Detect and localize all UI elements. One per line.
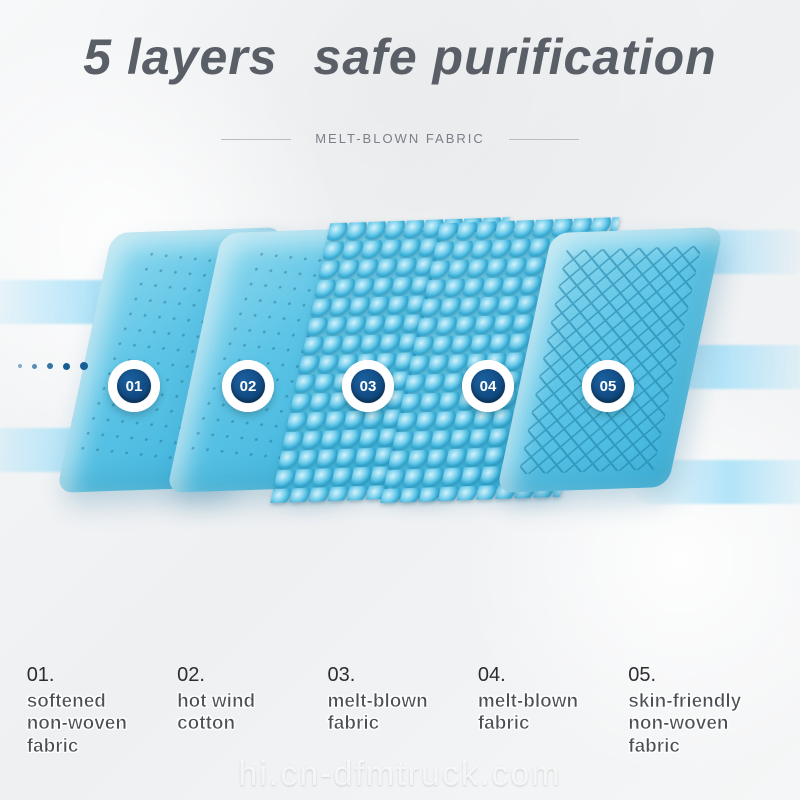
subtitle: MELT-BLOWN FABRIC: [291, 131, 509, 146]
layer-badge-04: 04: [462, 360, 514, 412]
legend-item-03: 03. melt-blownfabric: [327, 664, 472, 758]
layer-badge-number: 03: [351, 369, 385, 403]
layer-diagram: 01 02 03 04 05: [0, 160, 800, 620]
legend-row: 01. softenednon-woven fabric02. hot windco…: [0, 664, 800, 758]
legend-item-01: 01. softenednon-woven fabric: [27, 664, 172, 758]
legend-label: softenednon-woven fabric: [27, 691, 172, 758]
legend-number: 03.: [327, 664, 472, 687]
legend-item-02: 02. hot windcotton: [177, 664, 322, 758]
legend-item-04: 04. melt-blownfabric: [478, 664, 623, 758]
legend-item-05: 05. skin-friendlynon-woven fabric: [628, 664, 773, 758]
layer-badge-05: 05: [582, 360, 634, 412]
layer-badge-01: 01: [108, 360, 160, 412]
layer-badge-number: 02: [231, 369, 265, 403]
title-part-1: 5 layers: [83, 29, 277, 85]
legend-label: melt-blownfabric: [327, 691, 472, 736]
legend-number: 05.: [628, 664, 773, 687]
leader-dots: [18, 362, 88, 370]
title-part-2: safe purification: [314, 29, 717, 85]
layer-badge-03: 03: [342, 360, 394, 412]
layer-badge-number: 01: [117, 369, 151, 403]
layer-badge-number: 04: [471, 369, 505, 403]
legend-label: hot windcotton: [177, 691, 322, 736]
layer-badge-number: 05: [591, 369, 625, 403]
legend-number: 01.: [27, 664, 172, 687]
legend-label: skin-friendlynon-woven fabric: [628, 691, 773, 758]
legend-number: 02.: [177, 664, 322, 687]
subtitle-row: MELT-BLOWN FABRIC: [0, 130, 800, 148]
legend-number: 04.: [478, 664, 623, 687]
legend-label: melt-blownfabric: [478, 691, 623, 736]
main-title: 5 layers safe purification: [0, 28, 800, 86]
layer-badge-02: 02: [222, 360, 274, 412]
